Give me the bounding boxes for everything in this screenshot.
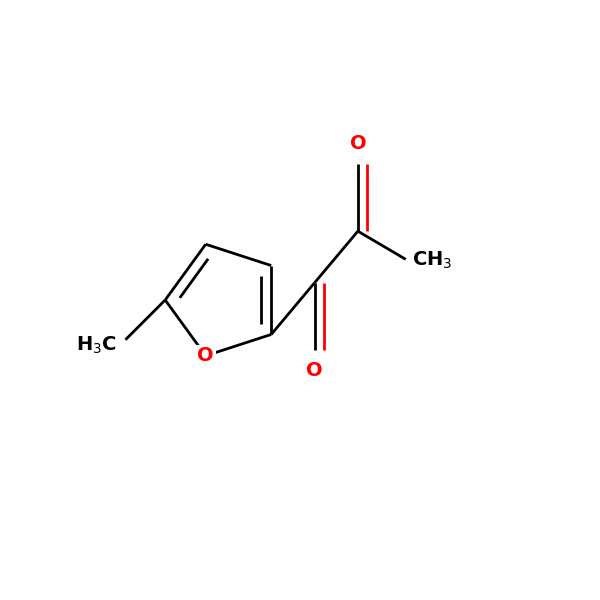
- Text: O: O: [350, 134, 366, 153]
- Text: H$_3$C: H$_3$C: [76, 335, 116, 356]
- Text: O: O: [306, 361, 323, 380]
- Text: O: O: [197, 346, 214, 365]
- Text: CH$_3$: CH$_3$: [412, 250, 452, 271]
